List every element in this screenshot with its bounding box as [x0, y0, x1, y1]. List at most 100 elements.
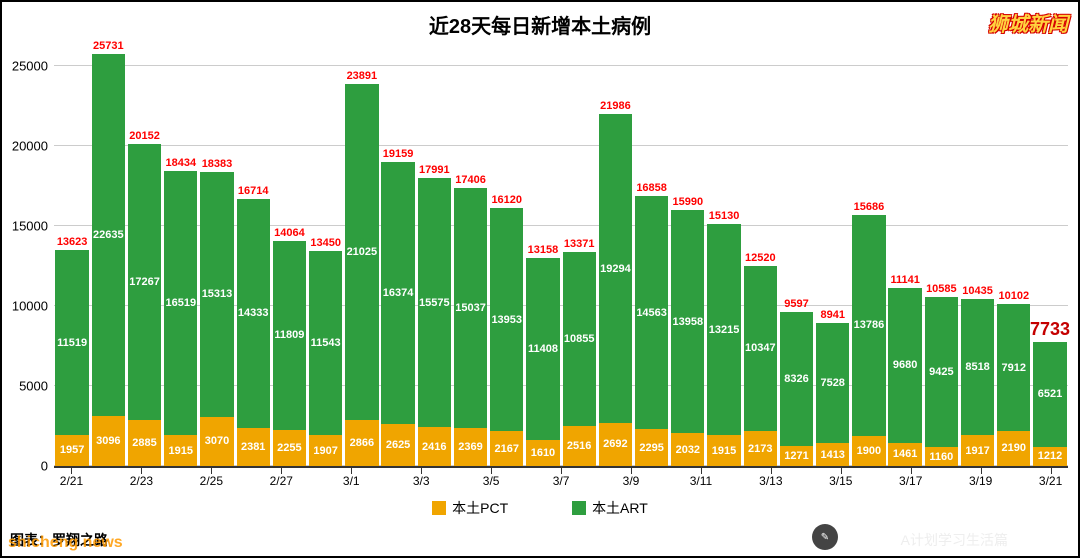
bar-total-label: 15130	[709, 210, 740, 222]
bar-column: 8518191710435	[959, 50, 995, 466]
x-tick-label: 3/21	[1033, 474, 1068, 488]
bar-total-label: 10102	[999, 290, 1030, 302]
bar-pct-value: 1160	[929, 451, 953, 463]
bar-total-label: 17406	[455, 174, 486, 186]
bar-stack: 21025286623891	[345, 84, 378, 466]
bar-column: 14333238116714	[235, 50, 271, 466]
x-tick-mark	[211, 468, 212, 474]
bar-stack: 832612719597	[780, 312, 813, 466]
bar-segment-art: 13953	[490, 208, 523, 431]
bar-pct-value: 1917	[965, 445, 989, 457]
bar-pct-value: 1212	[1038, 450, 1062, 462]
bar-art-value: 14563	[636, 307, 667, 319]
x-tick-slot	[648, 474, 683, 494]
x-tick-label: 3/3	[404, 474, 439, 488]
x-tick-label: 3/19	[963, 474, 998, 488]
bar-pct-value: 2866	[350, 437, 374, 449]
bar-segment-pct: 1907	[309, 435, 342, 466]
bar-column: 11543190713450	[308, 50, 344, 466]
bar-pct-value: 2885	[132, 437, 156, 449]
x-tick-mark	[981, 468, 982, 474]
x-tick-slot	[89, 474, 124, 494]
bar-segment-pct: 2381	[237, 428, 270, 466]
bar-art-value: 8518	[965, 361, 989, 373]
x-tick-slot	[998, 474, 1033, 494]
bar-pct-value: 2032	[676, 444, 700, 456]
bar-stack: 11408161013158	[526, 258, 559, 466]
bar-stack: 15313307018383	[200, 172, 233, 466]
y-tick-label: 20000	[12, 139, 48, 154]
x-tick-label: 3/11	[683, 474, 718, 488]
bar-segment-pct: 2173	[744, 431, 777, 466]
x-tick-slot	[369, 474, 404, 494]
bar-segment-pct: 1915	[164, 435, 197, 466]
bar-segment-art: 9680	[888, 288, 921, 443]
watermark-top-right: 狮城新闻	[988, 8, 1068, 37]
bar-art-value: 7912	[1002, 362, 1026, 374]
bar-total-label: 11141	[890, 274, 919, 286]
bar-art-value: 13786	[854, 319, 885, 331]
bar-art-value: 15037	[455, 302, 486, 314]
legend-swatch-art	[572, 501, 586, 515]
bar-segment-art: 10347	[744, 266, 777, 432]
x-tick-mark	[1051, 468, 1052, 474]
bar-stack: 15037236917406	[454, 188, 487, 466]
bar-segment-pct: 2866	[345, 420, 378, 466]
bar-pct-value: 1461	[893, 448, 917, 460]
x-tick-label: 3/5	[474, 474, 509, 488]
x-tick-slot: 3/7	[544, 474, 579, 494]
bar-segment-art: 6521	[1033, 342, 1066, 446]
bar-total-label: 13623	[57, 236, 88, 248]
x-tick-slot: 2/25	[194, 474, 229, 494]
bar-segment-art: 15313	[200, 172, 233, 417]
bar-stack: 9680146111141	[888, 288, 921, 466]
bar-total-label: 13371	[564, 238, 595, 250]
bar-stack: 13958203215990	[671, 210, 704, 466]
y-tick-label: 25000	[12, 59, 48, 74]
bar-art-value: 16374	[383, 287, 414, 299]
bar-column: 17267288520152	[126, 50, 162, 466]
bar-pct-value: 2416	[422, 441, 446, 453]
x-tick-label: 3/13	[753, 474, 788, 488]
x-tick-slot: 3/13	[753, 474, 788, 494]
bar-column: 11408161013158	[525, 50, 561, 466]
x-tick-mark	[281, 468, 282, 474]
bar-pct-value: 2369	[458, 441, 482, 453]
bar-art-value: 7528	[820, 377, 844, 389]
bar-total-label: 9597	[784, 298, 808, 310]
bar-pct-value: 1271	[784, 450, 808, 462]
bar-total-label: 17991	[419, 164, 450, 176]
bar-stack: 11809225514064	[273, 241, 306, 466]
bar-segment-pct: 1461	[888, 443, 921, 466]
bar-stack: 752814138941	[816, 323, 849, 466]
bar-column: 22635309625731	[90, 50, 126, 466]
bar-art-value: 9680	[893, 359, 917, 371]
bar-pct-value: 1900	[857, 445, 881, 457]
bar-stack: 13215191515130	[707, 224, 740, 466]
bar-segment-pct: 1271	[780, 446, 813, 466]
bar-segment-art: 22635	[92, 54, 125, 416]
x-tick-slot	[928, 474, 963, 494]
bar-total-label: 25731	[93, 40, 124, 52]
bar-column: 16519191518434	[163, 50, 199, 466]
bar-column: 21025286623891	[344, 50, 380, 466]
bar-pct-value: 1957	[60, 444, 84, 456]
bar-art-value: 13958	[673, 316, 704, 328]
bar-column: 9680 1461 11141	[887, 50, 923, 466]
x-tick-slot: 3/5	[474, 474, 509, 494]
bar-art-value: 11519	[57, 337, 87, 349]
bar-segment-pct: 2295	[635, 429, 668, 466]
bar-segment-art: 9425	[925, 297, 958, 448]
bar-segment-pct: 1915	[707, 435, 740, 466]
bar-segment-art: 7912	[997, 304, 1030, 431]
x-tick-slot: 3/1	[334, 474, 369, 494]
bar-art-value: 14333	[238, 307, 269, 319]
bar-segment-art: 13215	[707, 224, 740, 435]
bar-pct-value: 1915	[169, 445, 193, 457]
x-tick-mark	[771, 468, 772, 474]
x-tick-slot	[579, 474, 614, 494]
bar-segment-pct: 1957	[55, 435, 88, 466]
bar-column: 9425116010585	[923, 50, 959, 466]
footer-right-text: A计划学习生活篇	[901, 530, 1008, 550]
bar-stack: 13953216716120	[490, 208, 523, 466]
